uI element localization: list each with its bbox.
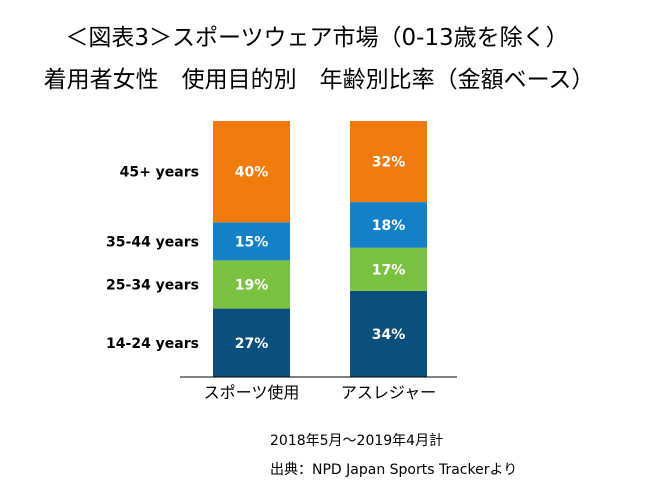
- bar-segment-2-4: [350, 121, 427, 203]
- series-label-1: 14-24 years: [106, 336, 199, 352]
- data-label-1-2: 19%: [235, 277, 269, 293]
- data-label-2-1: 34%: [372, 327, 406, 343]
- series-label-4: 45+ years: [120, 165, 199, 181]
- x-tick-label-2: アスレジャー: [341, 383, 436, 402]
- series-labels-layer: 14-24 years 25-34 years 35-44 years 45+ yea…: [106, 165, 199, 352]
- series-label-3: 35-44 years: [106, 234, 199, 250]
- data-label-2-4: 32%: [372, 155, 406, 171]
- bar-segment-1-3: [213, 222, 290, 261]
- source-note: 出典：NPD Japan Sports Trackerより: [270, 462, 518, 478]
- series-label-2: 25-34 years: [106, 277, 199, 293]
- data-label-1-4: 40%: [235, 165, 269, 181]
- period-note: 2018年5月～2019年4月計: [270, 433, 444, 449]
- bar-segment-1-1: [213, 308, 290, 377]
- data-label-2-2: 17%: [372, 262, 406, 278]
- bar-segment-1-2: [213, 260, 290, 309]
- data-label-1-1: 27%: [235, 336, 269, 352]
- bar-segment-2-2: [350, 247, 427, 291]
- chart-subtitle: 着用者女性 使用目的別 年齢別比率（金額ベース）: [43, 67, 595, 93]
- data-label-1-3: 15%: [235, 234, 269, 250]
- bar-segment-2-3: [350, 202, 427, 248]
- chart-title: ＜図表3＞スポーツウェア市場（0-13歳を除く）: [65, 25, 569, 51]
- data-labels-layer: 27% 19% 15% 40% 34% 17% 18% 32%: [235, 155, 406, 352]
- bar-segment-1-4: [213, 121, 290, 223]
- x-tick-label-1: スポーツ使用: [204, 383, 300, 402]
- bar-segment-2-1: [350, 290, 427, 377]
- bars-layer: [213, 121, 427, 377]
- x-tick-labels-layer: スポーツ使用 アスレジャー: [204, 383, 436, 402]
- data-label-2-3: 18%: [372, 218, 406, 234]
